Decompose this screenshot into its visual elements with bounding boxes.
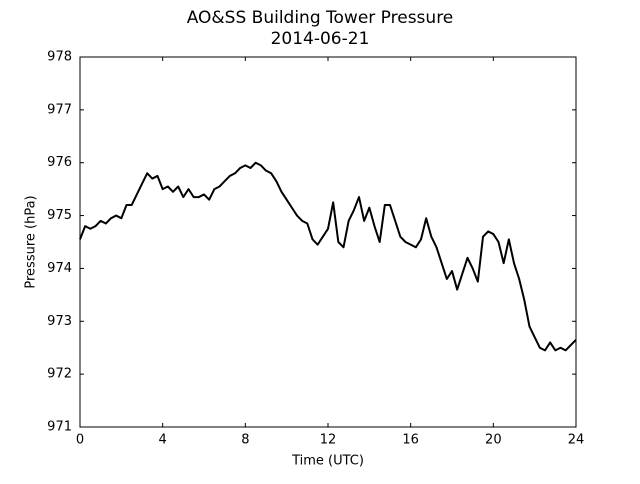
y-tick-label: 977 [47, 102, 72, 117]
x-tick-label: 12 [320, 433, 337, 448]
line-series [79, 161, 577, 352]
y-axis-label: Pressure (hPa) [24, 195, 39, 288]
x-tick-label: 8 [241, 433, 249, 448]
x-tick-label: 24 [568, 433, 585, 448]
y-tick-label: 974 [47, 261, 72, 276]
y-tick-label: 971 [47, 420, 72, 435]
x-tick-label: 16 [402, 433, 419, 448]
y-tick-label: 978 [47, 50, 72, 65]
y-tick-label: 973 [47, 314, 72, 329]
y-tick-label: 976 [47, 155, 72, 170]
plot-frame [79, 56, 577, 428]
chart-subtitle: 2014-06-21 [271, 29, 370, 49]
x-tick-label: 20 [485, 433, 502, 448]
x-tick-label: 4 [159, 433, 167, 448]
y-tick-label: 972 [47, 367, 72, 382]
x-axis-label: Time (UTC) [291, 454, 364, 469]
x-tick-label: 0 [76, 433, 84, 448]
chart-title: AO&SS Building Tower Pressure [187, 8, 454, 28]
y-tick-label: 975 [47, 208, 72, 223]
